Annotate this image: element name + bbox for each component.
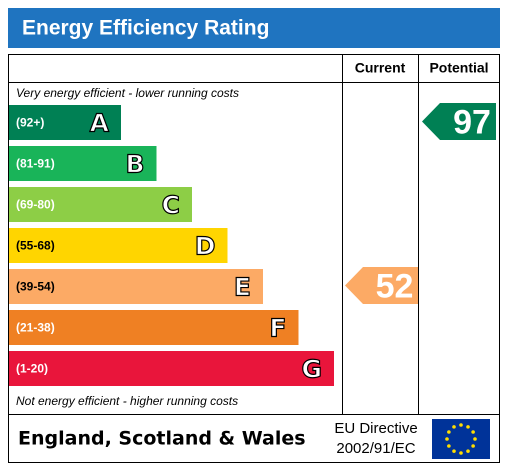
band-range: (69-80) xyxy=(16,198,55,212)
star xyxy=(452,449,456,453)
band-letter: A xyxy=(90,109,110,138)
title: Energy Efficiency Rating xyxy=(22,17,269,40)
star xyxy=(459,423,463,427)
star xyxy=(445,437,449,441)
band-range: (81-91) xyxy=(16,157,55,171)
band-letter: D xyxy=(195,232,216,261)
band-range: (39-54) xyxy=(16,280,55,294)
band xyxy=(9,146,157,181)
directive: EU Directive xyxy=(334,420,417,437)
star xyxy=(466,425,470,429)
region: England, Scotland & Wales xyxy=(18,428,306,450)
band-letter: E xyxy=(234,273,251,302)
star xyxy=(466,449,470,453)
frame xyxy=(8,54,500,463)
band xyxy=(9,351,334,386)
band xyxy=(9,310,299,345)
band-letter: G xyxy=(301,355,322,384)
star xyxy=(471,444,475,448)
band-range: (55-68) xyxy=(16,239,55,253)
band-letter: F xyxy=(269,314,286,343)
directive: 2002/91/EC xyxy=(336,440,415,457)
star xyxy=(473,437,477,441)
star xyxy=(447,444,451,448)
star xyxy=(452,425,456,429)
bottom-note: Not energy efficient - higher running co… xyxy=(16,394,238,408)
star xyxy=(459,451,463,455)
band-letter: B xyxy=(125,150,144,179)
band xyxy=(9,105,121,140)
star xyxy=(471,430,475,434)
column-header: Current xyxy=(355,60,406,76)
band-range: (1-20) xyxy=(16,362,48,376)
band-range: (92+) xyxy=(16,116,44,130)
band-range: (21-38) xyxy=(16,321,55,335)
rating-arrow xyxy=(422,103,496,140)
header-bar xyxy=(8,8,500,48)
band-letter: C xyxy=(162,191,180,220)
band xyxy=(9,187,192,222)
column-header: Potential xyxy=(429,60,488,76)
star xyxy=(447,430,451,434)
rating-value: 97 xyxy=(453,103,491,141)
top-note: Very energy efficient - lower running co… xyxy=(16,86,239,100)
rating-value: 52 xyxy=(376,267,414,305)
band xyxy=(9,269,263,304)
rating-arrow xyxy=(345,267,418,304)
band xyxy=(9,228,228,263)
